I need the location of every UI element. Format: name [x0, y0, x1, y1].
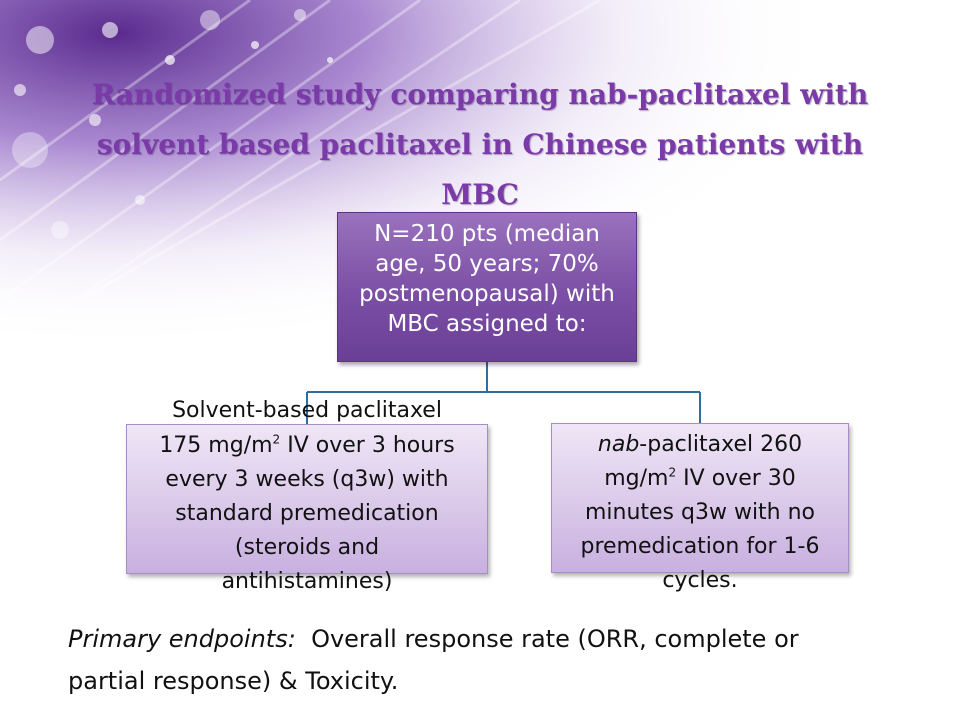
title-line-3: MBC: [441, 178, 519, 211]
right-arm-line-4: premedication for 1-6: [580, 534, 820, 559]
left-dose-route: IV over 3 hours: [280, 433, 455, 458]
right-arm-line-5: cycles.: [662, 568, 738, 593]
population-line-3: postmenopausal) with: [359, 281, 615, 307]
left-arm-line-3: standard premedication: [175, 501, 439, 526]
nab-italic-prefix: nab: [597, 432, 640, 457]
right-arm-line-1: nab-paclitaxel 260: [552, 428, 848, 462]
primary-endpoints: Primary endpoints: Overall response rate…: [68, 618, 928, 702]
right-arm-line-2: mg/m2 IV over 30: [552, 462, 848, 496]
endpoints-text-1: Overall response rate (ORR, complete or: [295, 625, 799, 653]
endpoints-label: Primary endpoints:: [68, 625, 296, 653]
left-dose-text: 175 mg/m: [159, 433, 273, 458]
left-arm-line-5: antihistamines): [221, 569, 393, 594]
left-arm-heading: Solvent-based paclitaxel: [172, 398, 442, 423]
arm-nab-paclitaxel-box: nab-paclitaxel 260 mg/m2 IV over 30 minu…: [551, 423, 849, 593]
left-dose-superscript: 2: [272, 432, 281, 447]
left-arm-line-4: (steroids and: [234, 535, 380, 560]
right-arm-line-3: minutes q3w with no: [584, 500, 816, 525]
left-arm-line-2: every 3 weeks (q3w) with: [165, 467, 449, 492]
title-line-2: solvent based paclitaxel in Chinese pati…: [96, 128, 864, 161]
endpoints-line-2: partial response) & Toxicity.: [68, 667, 399, 695]
population-line-1: N=210 pts (median: [374, 221, 600, 247]
right-dose-route: IV over 30: [676, 466, 796, 491]
population-line-2: age, 50 years; 70%: [375, 251, 599, 277]
left-arm-dose-line: 175 mg/m2 IV over 3 hours: [127, 429, 487, 463]
slide-title: Randomized study comparing nab-paclitaxe…: [40, 70, 920, 220]
right-dose-text: mg/m: [604, 466, 669, 491]
arm-solvent-paclitaxel-box: 175 mg/m2 IV over 3 hours every 3 weeks …: [126, 424, 488, 594]
population-box: N=210 pts (median age, 50 years; 70% pos…: [337, 212, 637, 362]
title-line-1: Randomized study comparing nab-paclitaxe…: [91, 78, 869, 111]
population-line-4: MBC assigned to:: [387, 311, 587, 337]
right-arm-drug-name: -paclitaxel 260: [639, 432, 803, 457]
right-dose-superscript: 2: [668, 465, 677, 480]
endpoints-line-1: Primary endpoints: Overall response rate…: [68, 618, 928, 660]
